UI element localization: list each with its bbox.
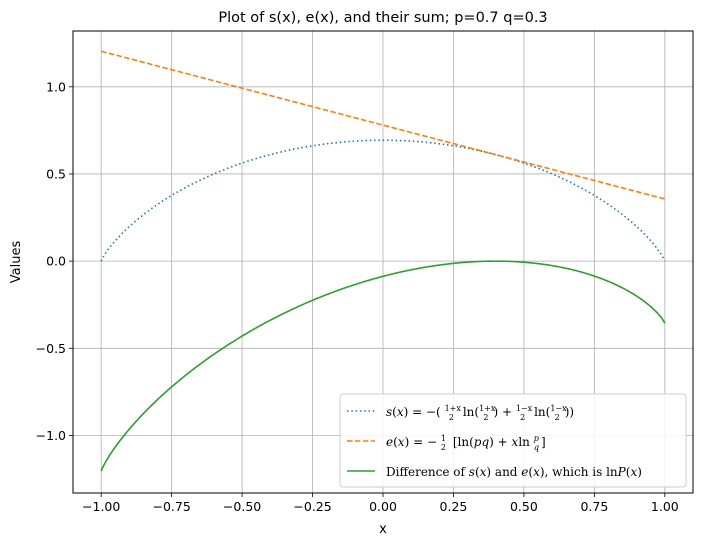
x-tick-label: 0.75 <box>580 499 608 514</box>
y-tick-label: 1.0 <box>46 79 66 94</box>
y-tick-label: 0.5 <box>46 166 66 181</box>
series-group <box>100 50 666 472</box>
ticks: −1.00 −0.75 −0.50 −0.25 0.00 0.25 0.50 0.75 1.00… <box>36 79 679 514</box>
x-tick-label: 0.00 <box>369 499 397 514</box>
x-tick-label: 1.00 <box>651 499 679 514</box>
y-tick-label: 0.0 <box>46 254 66 269</box>
x-tick-label: −1.00 <box>82 499 120 514</box>
x-tick-label: −0.25 <box>293 499 331 514</box>
legend-diff-label: Difference of s(x) and e(x), which is ln… <box>386 465 642 479</box>
y-tick-label: −0.5 <box>36 341 66 356</box>
series-line-s <box>100 139 666 262</box>
legend-s-label: s(x) = −( 1+x 2 ln(1+x 2) + 1−x 2 ln(1−x 2)) <box>386 404 574 423</box>
legend: s(x) = −( 1+x 2 ln(1+x 2) + 1−x 2 ln(1−x 2))… <box>339 393 687 488</box>
series-line-e <box>100 50 666 200</box>
series-line-diff <box>100 260 666 472</box>
y-axis-label: Values <box>9 241 24 284</box>
x-tick-label: 0.25 <box>440 499 468 514</box>
legend-box <box>339 393 687 488</box>
chart-title: Plot of s(x), e(x), and their sum; p=0.7… <box>218 10 547 26</box>
y-tick-label: −1.0 <box>36 428 66 443</box>
x-tick-label: −0.75 <box>152 499 190 514</box>
x-tick-label: 0.50 <box>510 499 538 514</box>
x-tick-label: −0.50 <box>223 499 261 514</box>
x-axis-label: x <box>379 522 387 537</box>
